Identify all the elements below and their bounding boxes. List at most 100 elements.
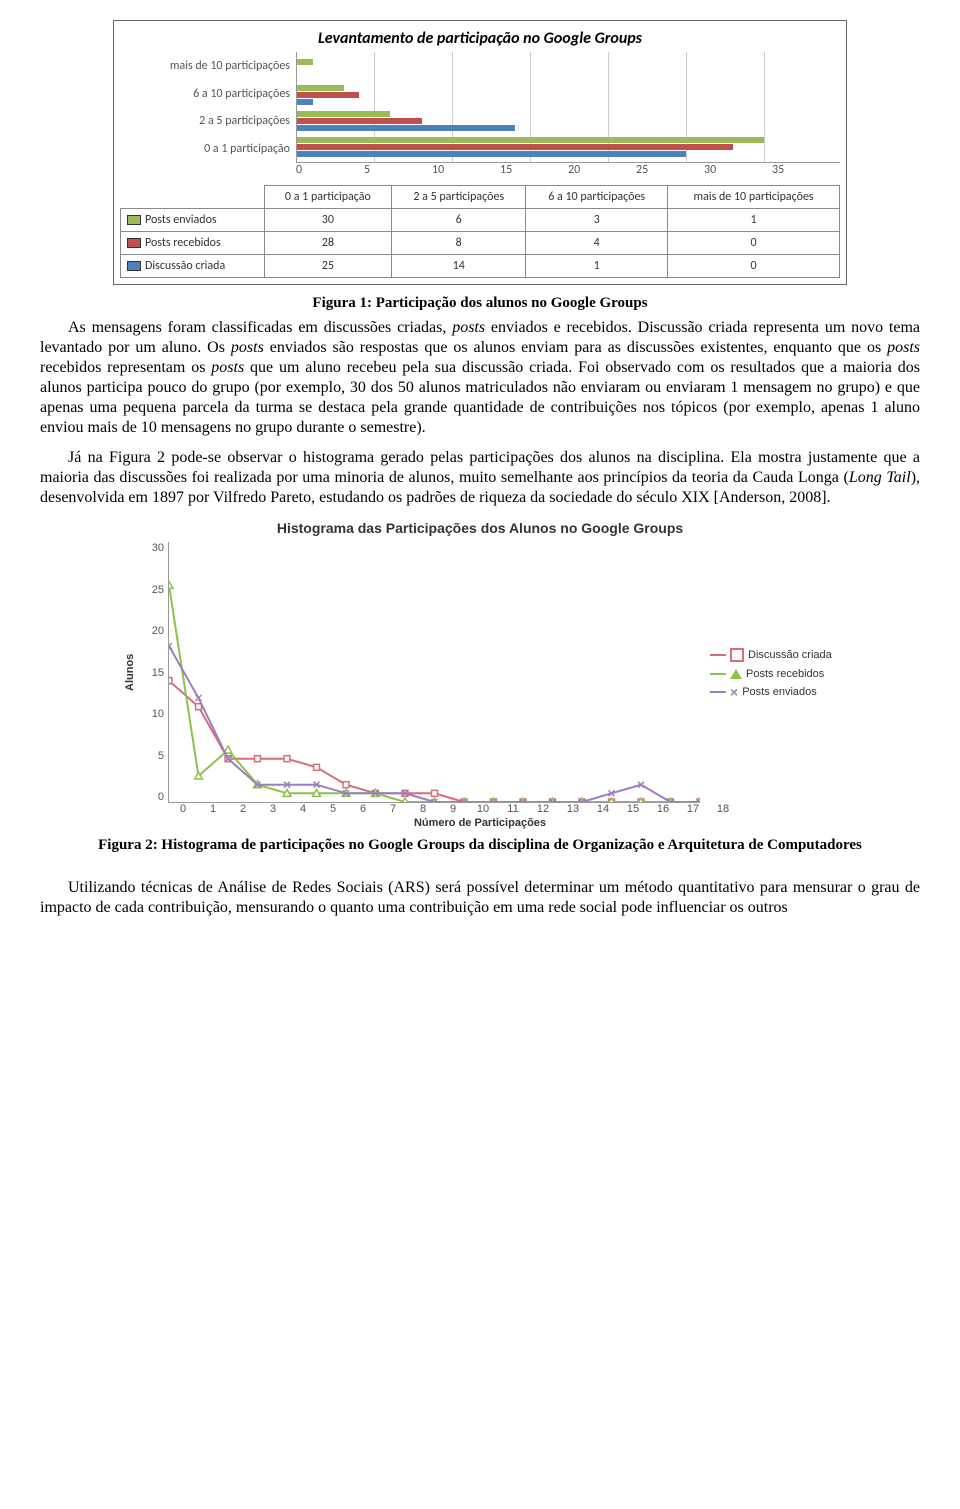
fig2-y-tick: 20 [140,625,164,637]
fig1-y-categories: mais de 10 participações 6 a 10 participa… [120,52,296,163]
marker-triangle-icon [401,798,409,802]
marker-x-icon: × [730,687,738,697]
fig1-x-tick: 25 [636,163,704,177]
fig1-bar [297,118,422,124]
fig1-cell: 30 [264,209,392,232]
fig1-bar [297,137,764,143]
fig2-x-tick: 9 [438,803,468,815]
fig1-bar-group [297,136,840,158]
fig1-bar [297,111,390,117]
fig1-bar [297,92,359,98]
marker-square-icon [432,790,438,796]
fig2-series-line [169,681,700,802]
fig1-series-label: Discussão criada [121,255,265,278]
fig1-cell: 8 [392,232,526,255]
fig2-legend-item: Discussão criada [710,648,840,662]
fig1-x-tick: 10 [432,163,500,177]
fig2-y-tick: 5 [140,750,164,762]
fig2-title: Histograma das Participações dos Alunos … [120,520,840,536]
paragraph-3-text: Utilizando técnicas de Análise de Redes … [40,879,920,916]
fig2-x-tick: 2 [228,803,258,815]
fig2-y-tick: 25 [140,584,164,596]
fig1-category-label: 0 a 1 participação [120,142,290,156]
fig2-legend-item: Posts recebidos [710,668,840,680]
fig2-x-tick: 10 [468,803,498,815]
marker-square-icon [284,756,290,762]
fig2-caption: Figura 2: Histograma de participações no… [40,837,920,854]
fig2-x-tick: 3 [258,803,288,815]
fig1-col-header: mais de 10 participações [668,186,840,209]
fig2-x-tick: 17 [678,803,708,815]
legend-line-icon [710,654,726,656]
paragraph-2: Já na Figura 2 pode-se observar o histog… [40,448,920,508]
fig1-cell: 6 [392,209,526,232]
fig2-x-tick: 13 [558,803,588,815]
fig1-container: Levantamento de participação no Google G… [113,20,847,285]
fig1-plot-area [296,52,840,163]
fig1-barchart: mais de 10 participações 6 a 10 participa… [120,52,840,163]
fig1-category-label: 2 a 5 participações [120,114,290,128]
fig2-y-tick: 30 [140,542,164,554]
fig2-x-tick: 5 [318,803,348,815]
fig2-y-tick: 15 [140,667,164,679]
fig1-bar [297,85,344,91]
marker-triangle-icon [730,669,742,679]
fig1-caption: Figura 1: Participação dos alunos no Goo… [40,295,920,312]
fig1-bar [297,144,733,150]
fig2-x-tick: 15 [618,803,648,815]
fig1-x-tick: 0 [296,163,364,177]
fig2-x-ticks: 0123456789101112131415161718 [168,803,840,815]
fig2-series-line [169,585,700,802]
legend-label: Discussão criada [748,649,832,661]
fig2-x-tick: 4 [288,803,318,815]
fig1-cell: 0 [668,232,840,255]
paragraph-1: As mensagens foram classificadas em disc… [40,318,920,438]
marker-square-icon [169,678,172,684]
marker-triangle-icon [283,789,291,796]
fig2-series-line [169,646,700,802]
fig2-xlabel: Número de Participações [120,817,840,829]
fig2-y-ticks: 302520151050 [140,542,168,803]
fig1-cell: 4 [526,232,668,255]
marker-square-icon [730,648,744,662]
fig1-x-tick: 5 [364,163,432,177]
marker-square-icon [255,756,261,762]
fig1-x-tick: 30 [704,163,772,177]
fig1-bar-group [297,110,840,132]
fig2-x-tick: 12 [528,803,558,815]
fig1-cell: 1 [526,255,668,278]
fig2-x-tick: 6 [348,803,378,815]
legend-swatch-icon [127,215,141,225]
fig2-x-tick: 7 [378,803,408,815]
fig2-x-tick: 0 [168,803,198,815]
marker-triangle-icon [313,789,321,796]
fig2-legend: Discussão criada Posts recebidos ×Posts en… [700,542,840,803]
fig2-x-tick: 8 [408,803,438,815]
fig2-x-tick: 18 [708,803,738,815]
paragraph-3: Utilizando técnicas de Análise de Redes … [40,878,920,918]
marker-square-icon [314,764,320,770]
fig2-legend-item: ×Posts enviados [710,686,840,698]
legend-swatch-icon [127,261,141,271]
fig1-title: Levantamento de participação no Google G… [120,29,840,48]
fig2-x-tick: 14 [588,803,618,815]
fig1-bar-group [297,58,840,80]
fig1-col-header: 0 a 1 participação [264,186,392,209]
fig2-plot-area [168,542,700,803]
fig2-ylabel: Alunos [120,542,140,803]
fig1-cell: 14 [392,255,526,278]
fig2-x-tick: 16 [648,803,678,815]
fig1-series-label: Posts recebidos [121,232,265,255]
fig1-col-header: 6 a 10 participações [526,186,668,209]
fig1-category-label: 6 a 10 participações [120,87,290,101]
fig1-x-tick: 20 [568,163,636,177]
fig1-cell: 25 [264,255,392,278]
legend-line-icon [710,673,726,675]
fig1-bar [297,99,313,105]
legend-label: Posts recebidos [746,668,824,680]
fig1-cell: 0 [668,255,840,278]
fig1-cell: 28 [264,232,392,255]
fig1-category-label: mais de 10 participações [120,59,290,73]
fig2-y-tick: 0 [140,791,164,803]
fig1-bar-group [297,84,840,106]
